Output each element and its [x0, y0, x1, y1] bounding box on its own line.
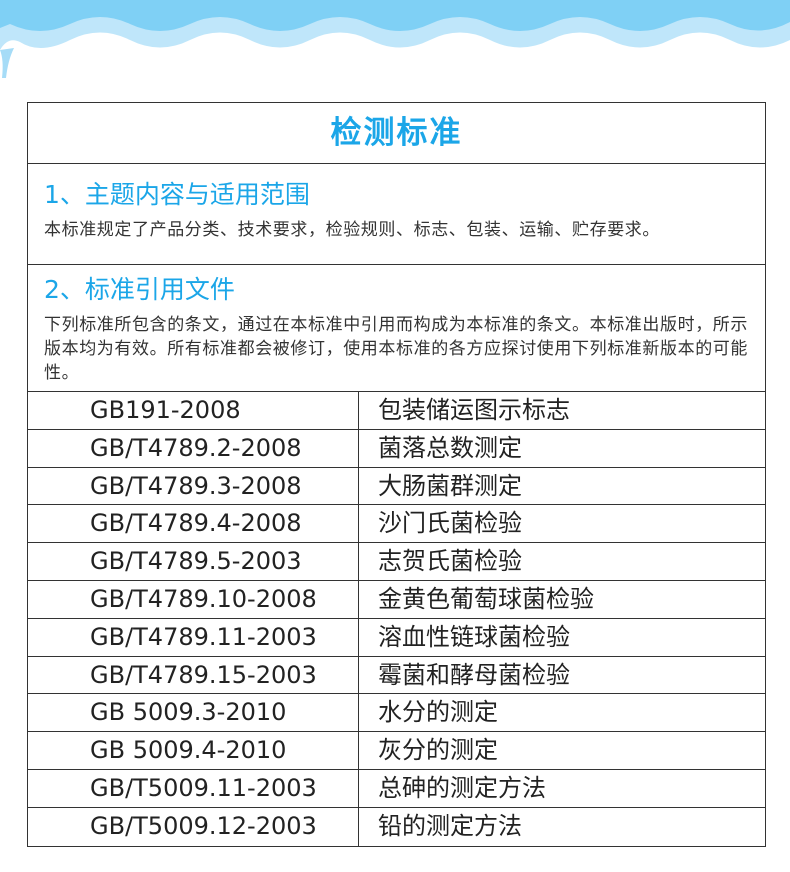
standard-name: 总砷的测定方法	[378, 773, 546, 802]
section-heading: 1、主题内容与适用范围	[44, 180, 310, 209]
standard-code: GB/T4789.15-2003	[28, 656, 359, 694]
standard-code: GB191-2008	[28, 392, 359, 429]
standard-code: GB 5009.3-2010	[28, 694, 359, 732]
standard-code: GB/T4789.4-2008	[28, 505, 359, 543]
table-row: GB 5009.4-2010 灰分的测定	[28, 732, 765, 770]
standard-code: GB 5009.4-2010	[28, 732, 359, 769]
section-heading: 2、标准引用文件	[44, 275, 235, 304]
table-row: GB/T4789.4-2008 沙门氏菌检验	[28, 505, 765, 544]
standard-name: 金黄色葡萄球菌检验	[378, 584, 594, 613]
standard-name: 包装储运图示标志	[378, 396, 570, 424]
table-row: GB/T4789.11-2003 溶血性链球菌检验	[28, 618, 765, 657]
table-row: GB/T4789.3-2008 大肠菌群测定	[28, 467, 765, 506]
standard-code: GB/T4789.11-2003	[28, 618, 359, 656]
standard-name: 霉菌和酵母菌检验	[378, 660, 570, 689]
table-row: GB/T5009.12-2003 铅的测定方法	[28, 807, 765, 846]
table-row: GB/T4789.15-2003 霉菌和酵母菌检验	[28, 656, 765, 695]
standard-code: GB/T5009.11-2003	[28, 769, 359, 807]
section: 1、主题内容与适用范围 本标准规定了产品分类、技术要求，检验规则、标志、包装、运…	[28, 164, 765, 265]
standard-name: 水分的测定	[378, 698, 498, 727]
table-row: GB 5009.3-2010 水分的测定	[28, 694, 765, 733]
table-row: GB/T4789.2-2008 菌落总数测定	[28, 429, 765, 468]
standard-name: 灰分的测定	[378, 736, 498, 765]
standard-code: GB/T4789.5-2003	[28, 543, 359, 580]
standards-table: GB191-2008 包装储运图示标志 GB/T4789.2-2008 菌落总数测定 G…	[28, 392, 765, 846]
section-text: 本标准规定了产品分类、技术要求，检验规则、标志、包装、运输、贮存要求。	[44, 220, 660, 240]
standard-code: GB/T4789.2-2008	[28, 429, 359, 467]
table-row: GB191-2008 包装储运图示标志	[28, 392, 765, 430]
wave-banner	[0, 0, 790, 78]
standard-name: 志贺氏菌检验	[378, 547, 522, 576]
table-row: GB/T4789.10-2008 金黄色葡萄球菌检验	[28, 580, 765, 619]
standard-code: GB/T5009.12-2003	[28, 807, 359, 846]
standard-name: 菌落总数测定	[378, 433, 522, 462]
table-row: GB/T4789.5-2003 志贺氏菌检验	[28, 543, 765, 581]
section-text: 下列标准所包含的条文，通过在本标准中引用而构成为本标准的条文。本标准出版时，所示…	[44, 315, 748, 383]
standard-name: 沙门氏菌检验	[378, 509, 522, 538]
standard-code: GB/T4789.10-2008	[28, 580, 359, 618]
standard-name: 铅的测定方法	[378, 811, 522, 840]
table-row: GB/T5009.11-2003 总砷的测定方法	[28, 769, 765, 808]
standard-name: 大肠菌群测定	[378, 471, 522, 500]
standard-name: 溶血性链球菌检验	[378, 622, 570, 651]
standard-code: GB/T4789.3-2008	[28, 467, 359, 505]
standards-box: 检测标准 1、主题内容与适用范围 本标准规定了产品分类、技术要求，检验规则、标志…	[27, 102, 766, 847]
section: 2、标准引用文件 下列标准所包含的条文，通过在本标准中引用而构成为本标准的条文。…	[28, 265, 765, 392]
title: 检测标准	[28, 103, 765, 164]
